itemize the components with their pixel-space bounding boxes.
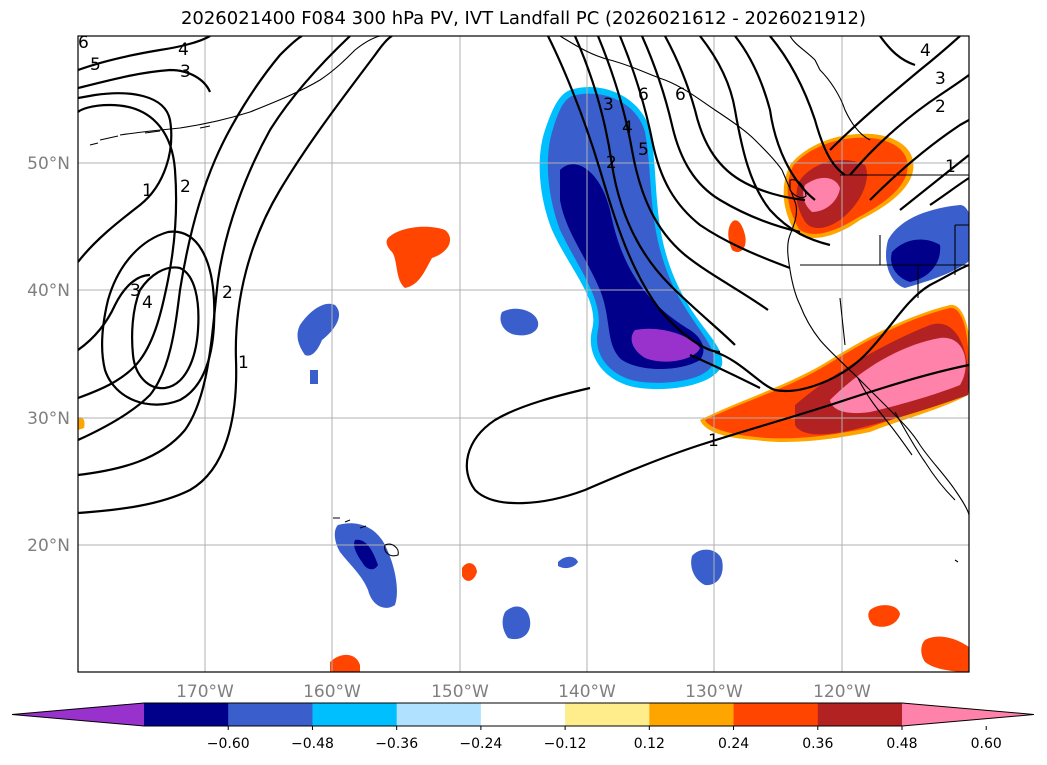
colorbar-tick-label: −0.48 bbox=[291, 736, 334, 752]
svg-text:5: 5 bbox=[638, 140, 649, 160]
svg-text:2: 2 bbox=[606, 153, 617, 173]
colorbar-tick-label: 0.24 bbox=[718, 736, 749, 752]
svg-text:3: 3 bbox=[130, 281, 141, 301]
map-frame bbox=[77, 35, 970, 673]
lon-label: 150°W bbox=[431, 682, 489, 702]
colorbar-tick-label: 0.12 bbox=[634, 736, 665, 752]
colorbar-outline bbox=[11, 702, 1035, 727]
colorbar-extend-low bbox=[12, 703, 144, 726]
colorbar-tick-label: 0.48 bbox=[886, 736, 917, 752]
svg-text:4: 4 bbox=[622, 118, 633, 138]
colorbar-tick-label: 0.60 bbox=[971, 736, 1002, 752]
lat-label: 50°N bbox=[27, 154, 70, 174]
colorbar-segment bbox=[312, 703, 398, 726]
longitude-labels: 170°W 160°W 150°W 140°W 130°W 120°W bbox=[176, 682, 871, 702]
graticule bbox=[78, 36, 969, 672]
svg-text:3: 3 bbox=[603, 95, 614, 115]
lat-label: 40°N bbox=[27, 281, 70, 301]
colorbar-segment bbox=[396, 703, 482, 726]
map-background bbox=[78, 36, 969, 672]
svg-text:4: 4 bbox=[142, 293, 153, 313]
svg-text:6: 6 bbox=[638, 85, 649, 105]
colorbar-tick-label: −0.12 bbox=[544, 736, 587, 752]
svg-text:1: 1 bbox=[238, 353, 249, 373]
svg-text:6: 6 bbox=[78, 33, 89, 53]
lat-label: 20°N bbox=[27, 536, 70, 556]
coastlines bbox=[89, 36, 969, 563]
svg-text:4: 4 bbox=[178, 40, 189, 60]
svg-text:3: 3 bbox=[180, 62, 191, 82]
lon-label: 160°W bbox=[303, 682, 361, 702]
svg-text:5: 5 bbox=[90, 55, 101, 75]
map-title: 2026021400 F084 300 hPa PV, IVT Landfall… bbox=[180, 8, 867, 29]
colorbar-tick-label: −0.36 bbox=[375, 736, 418, 752]
colorbar-tick-label: −0.60 bbox=[207, 736, 250, 752]
positive-anomaly-shading bbox=[78, 133, 969, 672]
lon-label: 120°W bbox=[813, 682, 871, 702]
svg-text:2: 2 bbox=[935, 97, 946, 117]
colorbar-segment bbox=[144, 703, 229, 726]
svg-text:1: 1 bbox=[708, 431, 719, 451]
lon-label: 130°W bbox=[685, 682, 743, 702]
colorbar-segment bbox=[817, 703, 903, 726]
colorbar: −0.60 −0.48 −0.36 −0.24 −0.12 0.12 0.24 0.36 0.4… bbox=[11, 702, 1035, 752]
svg-text:1: 1 bbox=[945, 157, 956, 177]
latitude-labels: 20°N 30°N 40°N 50°N bbox=[27, 154, 70, 556]
svg-text:1: 1 bbox=[142, 181, 153, 201]
svg-text:6: 6 bbox=[675, 85, 686, 105]
colorbar-extend-high bbox=[902, 703, 1034, 726]
pv-contours bbox=[78, 36, 969, 515]
colorbar-segment bbox=[228, 703, 313, 726]
colorbar-segment bbox=[733, 703, 819, 726]
svg-text:3: 3 bbox=[935, 69, 946, 89]
colorbar-segment bbox=[649, 703, 735, 726]
svg-text:4: 4 bbox=[920, 41, 931, 61]
lat-label: 30°N bbox=[27, 409, 70, 429]
lon-label: 140°W bbox=[558, 682, 616, 702]
lon-label: 170°W bbox=[176, 682, 234, 702]
colorbar-tick-label: 0.36 bbox=[802, 736, 833, 752]
svg-text:2: 2 bbox=[180, 177, 191, 197]
colorbar-segment bbox=[565, 703, 650, 726]
colorbar-segment bbox=[480, 703, 566, 726]
colorbar-tick-label: −0.24 bbox=[459, 736, 502, 752]
contour-labels: 1 2 3 4 5 6 3 4 2 1 3 4 5 2 6 6 4 3 2 1 … bbox=[78, 33, 956, 451]
svg-text:2: 2 bbox=[222, 283, 233, 303]
